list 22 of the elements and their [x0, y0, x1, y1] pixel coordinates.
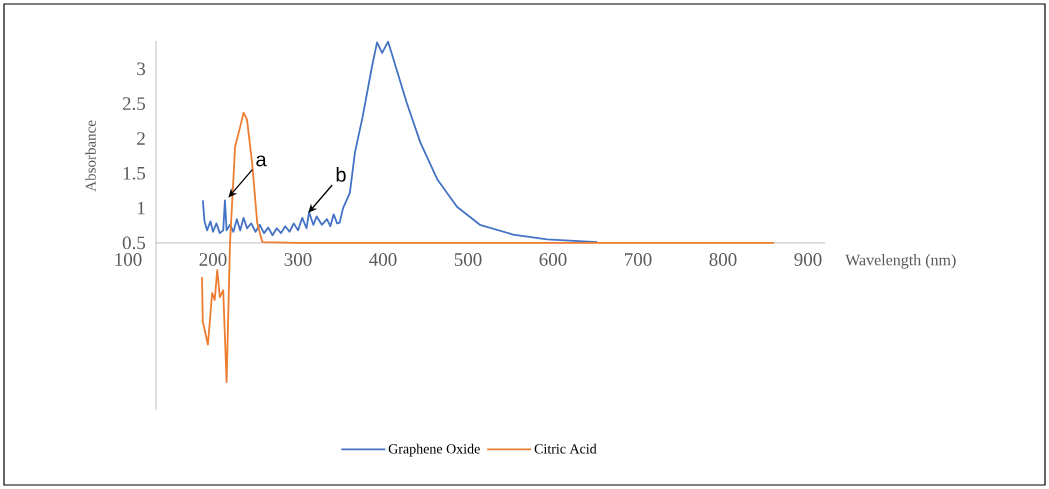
legend-label: Citric Acid: [534, 443, 597, 454]
y-tick-label: 2.5: [122, 97, 146, 111]
y-tick-label: 2: [137, 132, 145, 145]
y-axis-title: Absorbance: [85, 120, 96, 192]
y-tick-label: 3: [137, 62, 146, 76]
x-tick-label: 200: [199, 253, 227, 266]
x-axis-title: Wavelength (nm): [845, 254, 956, 269]
y-tick-label: 0.5: [122, 236, 146, 250]
annotation: a: [256, 155, 267, 167]
x-tick-label: 400: [369, 253, 397, 266]
x-tick-label: 300: [284, 253, 312, 266]
annotation: b: [336, 167, 346, 182]
x-tick-label: 500: [454, 253, 482, 266]
x-tick-label: 800: [709, 253, 737, 266]
x-tick-label: 100: [115, 253, 142, 266]
y-tick-label: 1.5: [123, 166, 146, 180]
x-tick-label: 900: [794, 253, 822, 266]
x-tick-label: 700: [625, 253, 652, 266]
legend-label: Graphene Oxide: [388, 443, 480, 457]
x-tick-label: 600: [539, 253, 567, 266]
y-tick-label: 1: [137, 201, 145, 215]
line-series: [201, 40, 599, 244]
